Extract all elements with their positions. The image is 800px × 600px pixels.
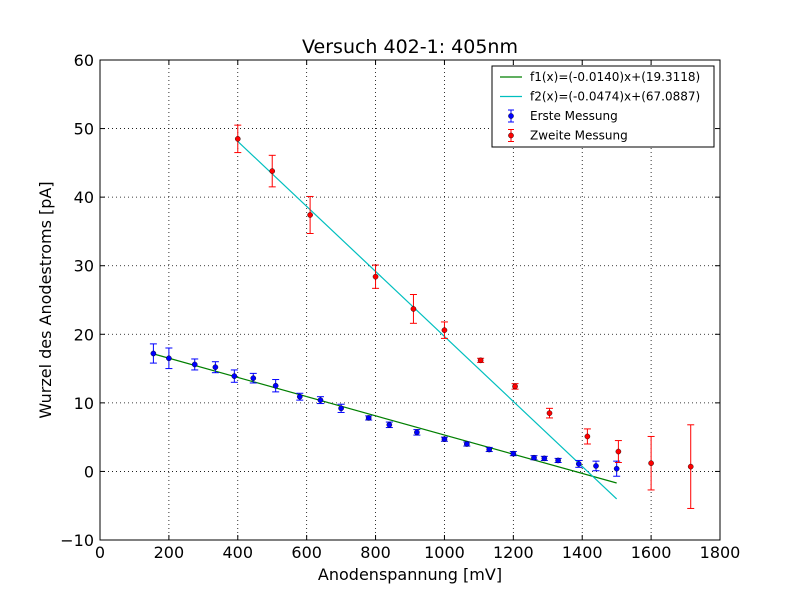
data-point [372, 273, 379, 280]
legend-entry: f1(x)=(-0.0140)x+(19.3118) [500, 70, 700, 84]
y-tick-label: −10 [60, 531, 94, 550]
x-tick-label: 1400 [562, 543, 603, 562]
data-point [575, 461, 582, 467]
x-tick-label: 600 [291, 543, 322, 562]
x-tick-label: 1800 [700, 543, 741, 562]
data-point [615, 448, 622, 455]
data-point [555, 457, 561, 464]
data-point [317, 397, 324, 403]
chart-title: Versuch 402-1: 405nm [302, 36, 518, 58]
data-point [269, 168, 276, 174]
data-point [250, 375, 257, 381]
data-point [414, 429, 420, 436]
y-tick-label: 30 [74, 257, 94, 276]
x-tick-label: 200 [154, 543, 185, 562]
fit-line [237, 140, 618, 500]
plot-frame [99, 59, 721, 541]
x-axis-title: Anodenspannung [mV] [318, 565, 502, 584]
data-point [441, 436, 448, 443]
plot-content [149, 124, 695, 509]
data-point [512, 383, 518, 390]
y-tick-label: 0 [84, 462, 94, 481]
data-point [593, 463, 599, 469]
x-tick-label: 1200 [493, 543, 534, 562]
data-point [191, 361, 198, 368]
data-point [648, 460, 654, 467]
legend-entry: Zweite Messung [508, 129, 628, 143]
errorbar-series [149, 343, 621, 477]
data-point [486, 446, 493, 453]
y-tick-label: 20 [74, 325, 94, 344]
legend: f1(x)=(-0.0140)x+(19.3118) f2(x)=(-0.0474… [491, 65, 715, 148]
data-point [441, 327, 448, 333]
data-point [150, 350, 157, 357]
legend-label: f1(x)=(-0.0140)x+(19.3118) [530, 70, 700, 84]
data-point [510, 450, 517, 457]
x-tick-label: 400 [223, 543, 254, 562]
y-axis-title: Wurzel des Anodestroms [pA] [36, 181, 55, 418]
data-point [231, 373, 238, 379]
legend-entry: f2(x)=(-0.0474)x+(67.0887) [500, 90, 700, 104]
data-point [234, 136, 241, 142]
legend-marker [508, 132, 514, 139]
legend-marker [508, 113, 514, 119]
data-point [386, 421, 393, 428]
legend-label: f2(x)=(-0.0474)x+(67.0887) [530, 90, 700, 104]
data-point [477, 357, 484, 364]
axis-ticks: 0 200 400 600 800 1000 1200 1400 1600 1800−100102… [60, 51, 740, 562]
legend-box [491, 65, 715, 148]
data-point [687, 463, 694, 470]
errorbar-series [234, 124, 695, 509]
fit-line [153, 353, 617, 484]
data-point [546, 410, 553, 416]
y-tick-label: 50 [74, 120, 94, 139]
data-point [531, 454, 537, 461]
legend-label: Zweite Messung [530, 129, 628, 143]
x-tick-label: 1000 [424, 543, 465, 562]
data-point [272, 382, 279, 389]
data-point [584, 433, 591, 440]
data-point [212, 364, 219, 371]
legend-entry: Erste Messung [508, 109, 618, 123]
data-point [464, 441, 470, 447]
data-point [296, 393, 303, 400]
x-tick-label: 0 [95, 543, 105, 562]
y-tick-label: 10 [74, 394, 94, 413]
data-point [613, 465, 620, 472]
data-point [338, 405, 344, 412]
x-tick-label: 800 [360, 543, 391, 562]
data-point [410, 306, 417, 312]
data-point [307, 212, 313, 218]
data-point [166, 355, 172, 362]
data-point [541, 455, 548, 462]
data-point [365, 415, 372, 421]
y-tick-label: 60 [74, 51, 94, 70]
y-tick-label: 40 [74, 188, 94, 207]
legend-label: Erste Messung [530, 109, 618, 123]
x-tick-label: 1600 [631, 543, 672, 562]
